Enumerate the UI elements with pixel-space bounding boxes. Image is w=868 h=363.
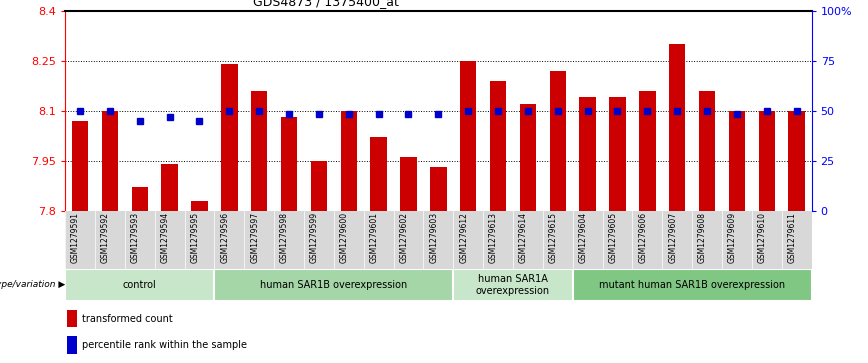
Bar xyxy=(573,269,812,301)
Bar xyxy=(214,269,453,301)
Text: GSM1279607: GSM1279607 xyxy=(668,212,677,263)
Bar xyxy=(67,337,77,354)
Bar xyxy=(453,269,573,301)
Text: control: control xyxy=(123,280,156,290)
Bar xyxy=(311,160,327,211)
Text: GSM1279606: GSM1279606 xyxy=(638,212,648,263)
Text: human SAR1B overexpression: human SAR1B overexpression xyxy=(260,280,407,290)
Text: transformed count: transformed count xyxy=(82,314,173,323)
Text: GSM1279592: GSM1279592 xyxy=(101,212,110,263)
Bar xyxy=(281,117,297,211)
Bar xyxy=(371,137,387,211)
Bar xyxy=(520,104,536,211)
Text: GSM1279612: GSM1279612 xyxy=(459,212,468,262)
Bar xyxy=(669,44,686,211)
Text: GSM1279598: GSM1279598 xyxy=(280,212,289,263)
Text: GSM1279611: GSM1279611 xyxy=(787,212,797,262)
Bar xyxy=(251,91,267,211)
Text: GSM1279605: GSM1279605 xyxy=(608,212,617,263)
Text: mutant human SAR1B overexpression: mutant human SAR1B overexpression xyxy=(599,280,786,290)
Bar xyxy=(490,81,506,211)
Bar xyxy=(699,91,715,211)
Text: GSM1279614: GSM1279614 xyxy=(519,212,528,263)
Bar xyxy=(132,187,148,211)
Text: GSM1279591: GSM1279591 xyxy=(71,212,80,263)
Text: GSM1279609: GSM1279609 xyxy=(728,212,737,263)
Title: GDS4873 / 1375400_at: GDS4873 / 1375400_at xyxy=(253,0,399,8)
Text: GSM1279595: GSM1279595 xyxy=(190,212,200,263)
Text: GSM1279603: GSM1279603 xyxy=(430,212,438,263)
Text: GSM1279615: GSM1279615 xyxy=(549,212,558,263)
Bar xyxy=(221,64,238,211)
Bar xyxy=(729,111,745,211)
Bar xyxy=(72,121,89,211)
Bar xyxy=(639,91,655,211)
Bar xyxy=(788,111,805,211)
Bar xyxy=(759,111,775,211)
Text: GSM1279600: GSM1279600 xyxy=(339,212,349,263)
Bar xyxy=(102,111,118,211)
Text: GSM1279593: GSM1279593 xyxy=(131,212,140,263)
Bar xyxy=(431,167,446,211)
Bar xyxy=(161,164,178,211)
Text: GSM1279604: GSM1279604 xyxy=(579,212,588,263)
Text: GSM1279601: GSM1279601 xyxy=(370,212,378,263)
Bar xyxy=(580,97,595,211)
Text: GSM1279610: GSM1279610 xyxy=(758,212,766,263)
Text: human SAR1A
overexpression: human SAR1A overexpression xyxy=(476,274,550,296)
Bar xyxy=(609,97,626,211)
Text: GSM1279596: GSM1279596 xyxy=(220,212,229,263)
Text: GSM1279594: GSM1279594 xyxy=(161,212,169,263)
Text: genotype/variation ▶: genotype/variation ▶ xyxy=(0,281,65,289)
Text: GSM1279602: GSM1279602 xyxy=(399,212,409,263)
Bar xyxy=(67,310,77,327)
Bar xyxy=(400,157,417,211)
Text: GSM1279613: GSM1279613 xyxy=(489,212,498,263)
Text: GSM1279608: GSM1279608 xyxy=(698,212,707,263)
Text: GSM1279599: GSM1279599 xyxy=(310,212,319,263)
Bar xyxy=(65,269,214,301)
Bar xyxy=(549,71,566,211)
Text: GSM1279597: GSM1279597 xyxy=(250,212,260,263)
Bar xyxy=(340,111,357,211)
Bar xyxy=(460,61,477,211)
Text: percentile rank within the sample: percentile rank within the sample xyxy=(82,340,247,350)
Bar xyxy=(191,200,207,211)
